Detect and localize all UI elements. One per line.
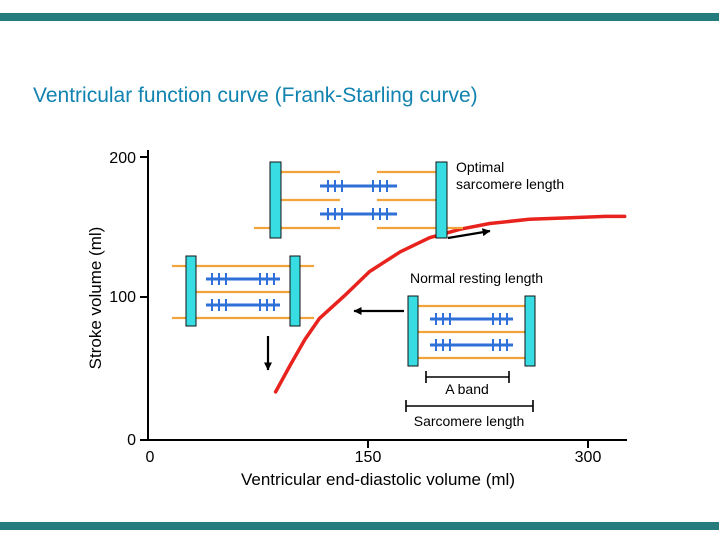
myosin-filaments [206, 273, 280, 311]
y-tick-label-200: 200 [109, 150, 136, 167]
actin-filaments [254, 170, 463, 230]
sarcomere-diagram-normal-right [407, 295, 536, 367]
sarcomere-diagram-normal-left [172, 255, 314, 327]
optimal-sarcomere-label-line1: Optimal [456, 159, 504, 175]
y-tick-label-100: 100 [109, 289, 136, 306]
z-discs [407, 295, 536, 367]
x-tick-label-300: 300 [575, 449, 602, 466]
optimal-sarcomere-label-line2: sarcomere length [456, 176, 564, 192]
frank-starling-curve [273, 214, 627, 394]
y-tick-label-0: 0 [127, 432, 136, 449]
x-tick-label-0: 0 [146, 449, 155, 466]
crossbridges [211, 273, 275, 311]
x-tick-label-150: 150 [355, 449, 382, 466]
normal-resting-label: Normal resting length [410, 270, 543, 286]
arrow-optimal-to-curve [447, 228, 491, 240]
actin-filaments [172, 264, 314, 320]
sarcomere-diagram-optimal [254, 161, 463, 239]
z-discs [269, 161, 448, 239]
chart-axes [140, 150, 627, 448]
x-axis-title: Ventricular end-diastolic volume (ml) [241, 470, 515, 489]
myosin-filaments [430, 313, 513, 351]
crossbridges [327, 180, 388, 220]
z-discs [185, 255, 301, 327]
myosin-filaments [320, 180, 397, 220]
y-axis-title: Stroke volume (ml) [86, 227, 105, 370]
slide-title: Ventricular function curve (Frank-Starli… [33, 84, 478, 107]
crossbridges [435, 313, 508, 351]
sarcomere-length-bracket [405, 400, 534, 412]
actin-filaments [412, 304, 531, 360]
sarcomere-length-label: Sarcomere length [414, 413, 525, 429]
a-band-bracket [425, 371, 510, 383]
bottom-border-bar [0, 522, 719, 530]
top-border-bar [0, 13, 719, 21]
a-band-label: A band [445, 381, 489, 397]
